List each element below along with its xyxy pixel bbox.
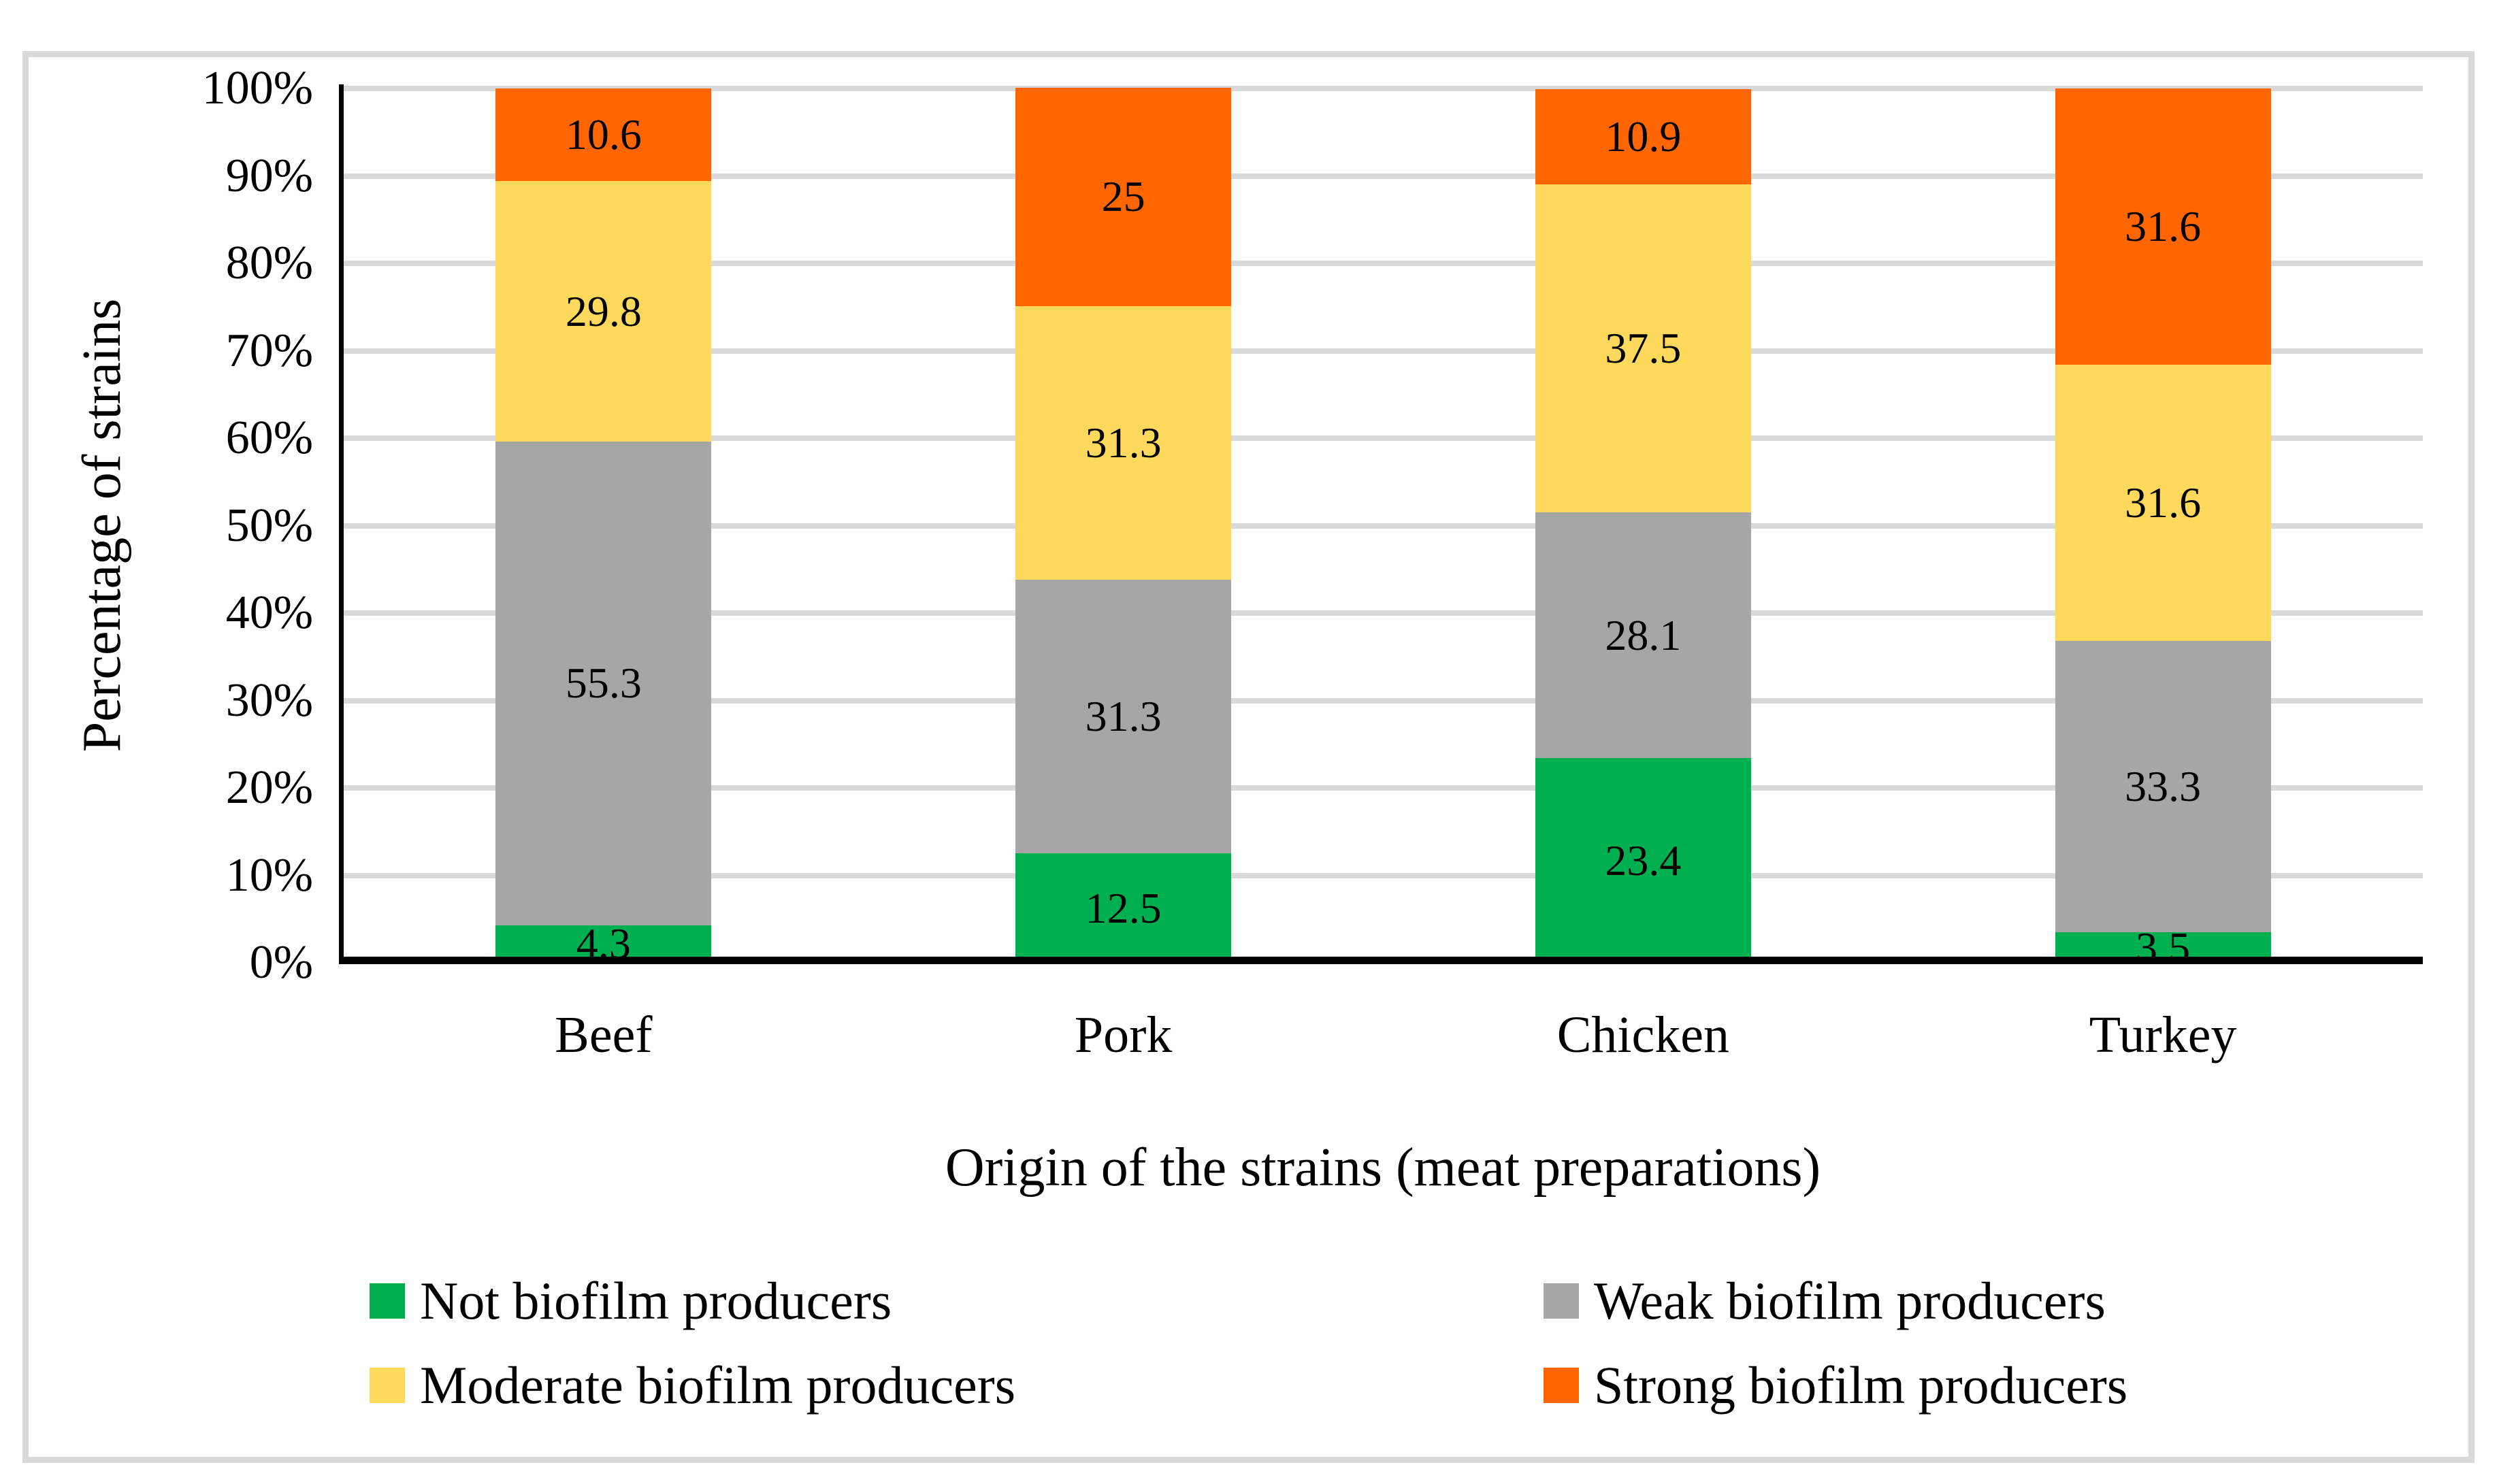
y-tick-label: 60%: [225, 412, 313, 464]
legend-swatch-icon: [1544, 1283, 1579, 1319]
gridline: [344, 785, 2423, 791]
bar-segment-value: 23.4: [1605, 836, 1682, 885]
legend-item: Moderate biofilm producers: [370, 1358, 1015, 1413]
bar-segment: [495, 925, 712, 963]
gridline: [344, 86, 2423, 91]
legend-label: Weak biofilm producers: [1594, 1271, 2106, 1330]
gridline: [344, 261, 2423, 266]
bar-segment: [495, 88, 712, 182]
x-category-label: Pork: [1074, 1006, 1173, 1063]
bar-turkey: 3.5 33.3 31.6 31.6: [2055, 88, 2271, 969]
gridline: [344, 173, 2423, 179]
y-tick-label: 20%: [225, 761, 313, 814]
bar-segment-value: 55.3: [565, 659, 642, 708]
gridline: [344, 697, 2423, 704]
bar-segment-value: 31.3: [1085, 418, 1162, 467]
bar-segment: [1535, 512, 1751, 759]
bar-segment-value: 31.6: [2125, 202, 2202, 251]
bar-segment-value: 10.9: [1605, 112, 1682, 161]
bar-pork: 12.5 31.3 31.3 25: [1015, 87, 1232, 963]
y-tick-label: 80%: [225, 237, 313, 289]
bar-segment-value: 31.3: [1085, 692, 1162, 741]
bar-segment: [1015, 87, 1232, 306]
bar-segment: [2055, 641, 2271, 933]
gridline: [344, 610, 2423, 616]
legend-item: Weak biofilm producers: [1544, 1274, 2106, 1328]
figure-border-frame: [22, 51, 2475, 1463]
bar-segment: [2055, 365, 2271, 642]
bar-segment: [1535, 89, 1751, 185]
y-tick-label: 0%: [249, 936, 313, 989]
legend-label: Not biofilm producers: [420, 1271, 892, 1330]
y-tick-label: 50%: [225, 499, 313, 552]
y-tick-label: 40%: [225, 587, 313, 639]
y-tick-label: 100%: [201, 62, 313, 114]
bar-chicken: 23.4 28.1 37.5 10.9: [1535, 88, 1751, 963]
bar-segment-value: 29.8: [565, 286, 642, 335]
bar-segment: [495, 181, 712, 442]
x-category-label: Chicken: [1556, 1006, 1730, 1063]
legend-label: Strong biofilm producers: [1594, 1355, 2128, 1415]
legend-item: Strong biofilm producers: [1544, 1358, 2127, 1413]
y-axis-title: Percentage of strains: [72, 298, 132, 753]
bar-segment: [1015, 853, 1232, 963]
x-category-label: Beef: [555, 1006, 653, 1063]
legend-swatch-icon: [370, 1283, 405, 1319]
bar-segment-value: 25: [1101, 172, 1145, 221]
bar-segment: [1015, 580, 1232, 854]
bar-segment: [1015, 306, 1232, 580]
y-tick-label: 70%: [225, 324, 313, 377]
gridline: [344, 435, 2423, 441]
legend-swatch-icon: [370, 1368, 405, 1403]
y-tick-label: 10%: [225, 848, 313, 902]
y-tick-label: 30%: [225, 674, 313, 727]
legend-label: Moderate biofilm producers: [420, 1355, 1016, 1415]
x-category-label: Turkey: [2089, 1006, 2237, 1063]
bar-beef: 4.3 55.3 29.8 10.6: [495, 88, 712, 966]
y-axis-line: [339, 84, 344, 963]
y-tick-label: 90%: [225, 149, 313, 202]
bar-segment-value: 31.6: [2125, 478, 2202, 527]
bar-segment-value: 12.5: [1085, 883, 1162, 932]
bar-segment-value: 37.5: [1605, 324, 1682, 373]
gridline: [344, 348, 2423, 354]
bar-segment: [2055, 88, 2271, 365]
bar-segment-value: 33.3: [2125, 762, 2202, 811]
bar-segment: [495, 442, 712, 925]
legend-swatch-icon: [1544, 1368, 1579, 1403]
bar-segment-value: 28.1: [1605, 610, 1682, 659]
bar-segment: [1535, 184, 1751, 513]
legend-item: Not biofilm producers: [370, 1274, 892, 1328]
x-axis-baseline: [339, 957, 2423, 964]
gridline: [344, 523, 2423, 529]
gridline: [344, 872, 2423, 878]
x-axis-title: Origin of the strains (meat preparations…: [945, 1138, 1821, 1198]
bar-segment-value: 10.6: [565, 110, 642, 159]
plot-area: 4.3 55.3 29.8 10.6 12.5 31.3 31.3 25 23.4 28.1 37.…: [344, 86, 2423, 969]
bar-segment: [1535, 758, 1751, 963]
